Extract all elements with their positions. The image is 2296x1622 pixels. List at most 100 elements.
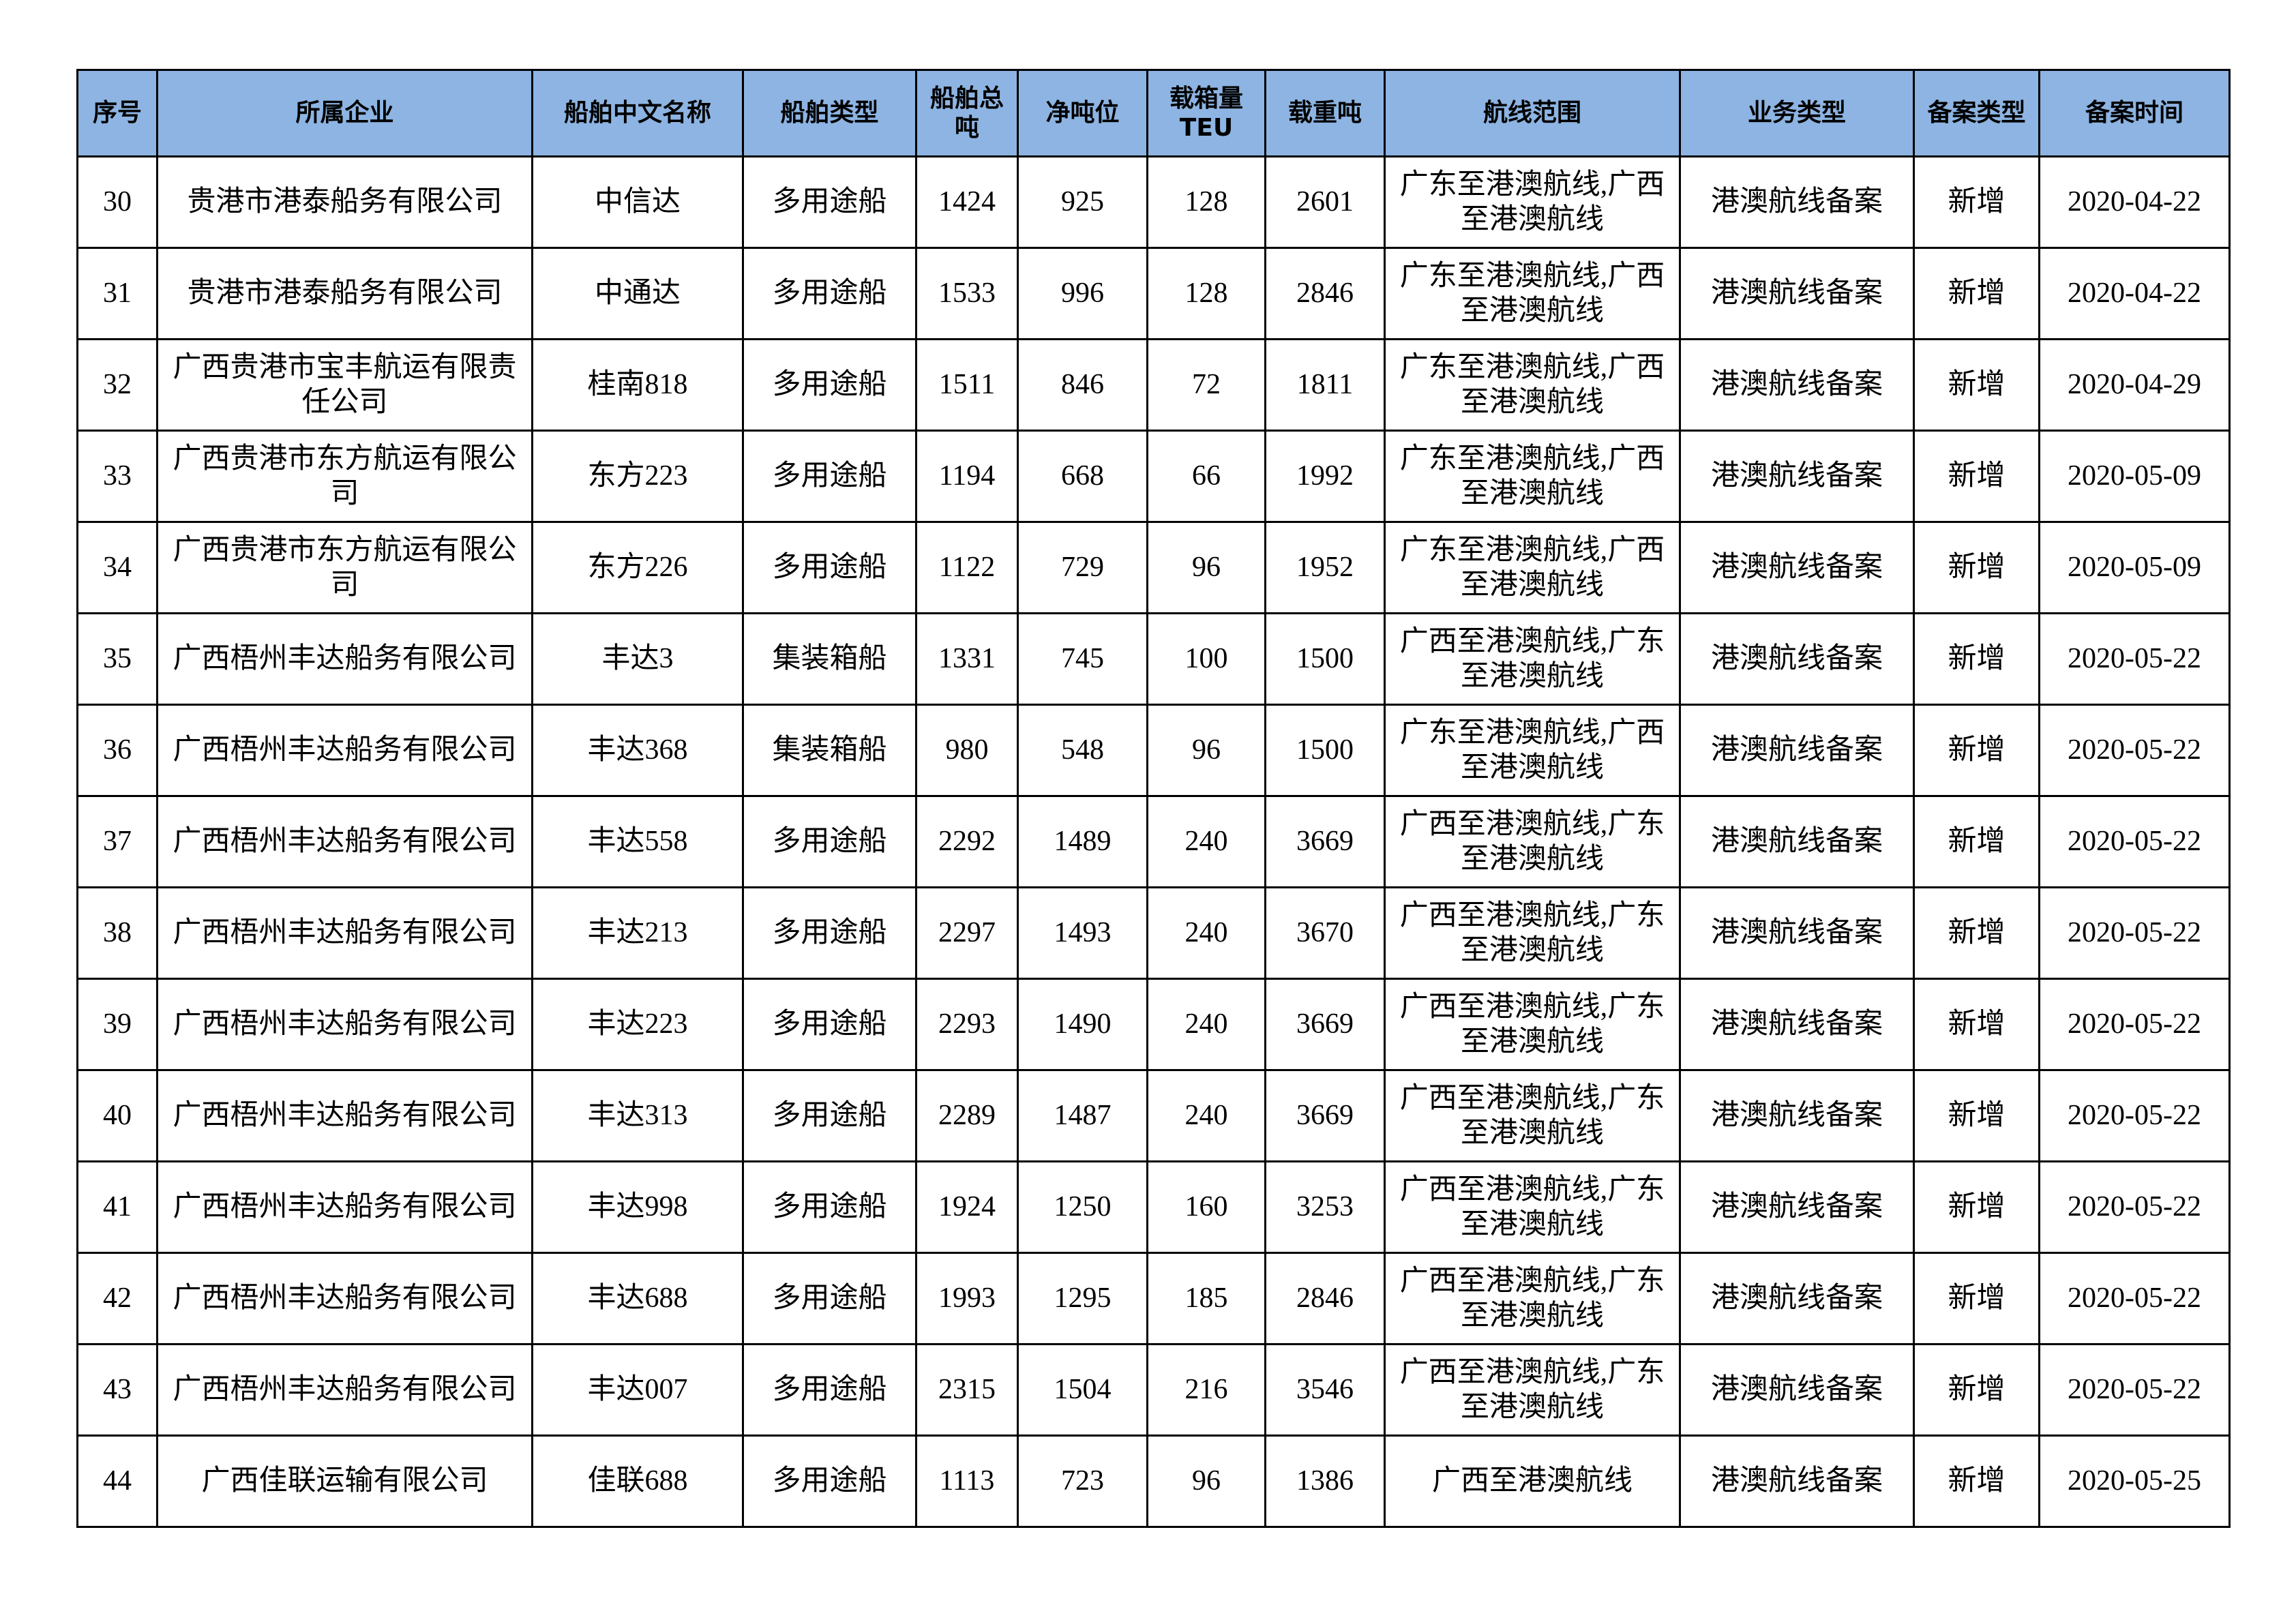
table-row: 30 贵港市港泰船务有限公司 中信达 多用途船 1424 925 128 2601 广东至港澳航… xyxy=(76,155,2231,249)
table-cell: 广西至港澳航线,广东至港澳航线 xyxy=(1384,978,1681,1071)
table-row: 43 广西梧州丰达船务有限公司 丰达007 多用途船 2315 1504 216 3546 广西… xyxy=(76,1343,2231,1437)
table-cell: 丰达3 xyxy=(531,612,744,706)
header-cell: 船舶总吨 xyxy=(915,69,1019,157)
table-cell: 广西梧州丰达船务有限公司 xyxy=(156,1343,533,1437)
table-cell: 港澳航线备案 xyxy=(1679,1435,1915,1528)
table-cell: 港澳航线备案 xyxy=(1679,1069,1915,1162)
table-cell: 1500 xyxy=(1264,704,1386,797)
table-cell: 港澳航线备案 xyxy=(1679,521,1915,614)
table-row: 34 广西贵港市东方航运有限公司 东方226 多用途船 1122 729 96 1952 广东至… xyxy=(76,521,2231,614)
table-cell: 广西至港澳航线,广东至港澳航线 xyxy=(1384,886,1681,980)
table-cell: 多用途船 xyxy=(742,1069,917,1162)
table-cell: 广西梧州丰达船务有限公司 xyxy=(156,1160,533,1254)
table-cell: 44 xyxy=(76,1435,158,1528)
table-row: 32 广西贵港市宝丰航运有限责任公司 桂南818 多用途船 1511 846 72 1811 广… xyxy=(76,338,2231,432)
table-cell: 丰达688 xyxy=(531,1252,744,1345)
table-row: 44 广西佳联运输有限公司 佳联688 多用途船 1113 723 96 1386 广西至港澳航… xyxy=(76,1435,2231,1528)
header-cell: 船舶类型 xyxy=(742,69,917,157)
header-cell: 备案时间 xyxy=(2038,69,2231,157)
table-cell: 1992 xyxy=(1264,430,1386,523)
table-cell: 广西梧州丰达船务有限公司 xyxy=(156,1069,533,1162)
table-cell: 2020-05-25 xyxy=(2038,1435,2231,1528)
table-cell: 1811 xyxy=(1264,338,1386,432)
table-cell: 港澳航线备案 xyxy=(1679,1160,1915,1254)
table-cell: 新增 xyxy=(1913,1343,2040,1437)
table-cell: 丰达223 xyxy=(531,978,744,1071)
table-cell: 2293 xyxy=(915,978,1019,1071)
table-cell: 846 xyxy=(1017,338,1148,432)
table-cell: 丰达213 xyxy=(531,886,744,980)
table-cell: 丰达998 xyxy=(531,1160,744,1254)
table-cell: 1993 xyxy=(915,1252,1019,1345)
table-cell: 240 xyxy=(1146,886,1266,980)
table-cell: 港澳航线备案 xyxy=(1679,338,1915,432)
table-cell: 丰达558 xyxy=(531,795,744,888)
table-cell: 新增 xyxy=(1913,978,2040,1071)
table-cell: 新增 xyxy=(1913,521,2040,614)
table-cell: 港澳航线备案 xyxy=(1679,1343,1915,1437)
table-cell: 216 xyxy=(1146,1343,1266,1437)
table-cell: 贵港市港泰船务有限公司 xyxy=(156,247,533,340)
table-cell: 多用途船 xyxy=(742,1435,917,1528)
table-cell: 1504 xyxy=(1017,1343,1148,1437)
table-cell: 多用途船 xyxy=(742,155,917,249)
record-table: 序号 所属企业 船舶中文名称 船舶类型 船舶总吨 净吨位 载箱量 TEU 载重吨 航线范围 业务类… xyxy=(76,69,2231,1528)
table-cell: 745 xyxy=(1017,612,1148,706)
table-cell: 43 xyxy=(76,1343,158,1437)
table-cell: 1122 xyxy=(915,521,1019,614)
table-cell: 新增 xyxy=(1913,1069,2040,1162)
header-cell: 净吨位 xyxy=(1017,69,1148,157)
table-cell: 31 xyxy=(76,247,158,340)
table-cell: 240 xyxy=(1146,978,1266,1071)
table-cell: 2020-05-22 xyxy=(2038,978,2231,1071)
table-cell: 40 xyxy=(76,1069,158,1162)
table-cell: 贵港市港泰船务有限公司 xyxy=(156,155,533,249)
table-cell: 100 xyxy=(1146,612,1266,706)
table-cell: 广西至港澳航线,广东至港澳航线 xyxy=(1384,1252,1681,1345)
table-cell: 2020-04-29 xyxy=(2038,338,2231,432)
table-cell: 广西至港澳航线,广东至港澳航线 xyxy=(1384,1160,1681,1254)
table-cell: 新增 xyxy=(1913,1160,2040,1254)
table-cell: 新增 xyxy=(1913,1435,2040,1528)
table-cell: 2846 xyxy=(1264,1252,1386,1345)
table-cell: 丰达007 xyxy=(531,1343,744,1437)
table-cell: 港澳航线备案 xyxy=(1679,155,1915,249)
table-cell: 39 xyxy=(76,978,158,1071)
table-cell: 66 xyxy=(1146,430,1266,523)
table-cell: 2020-05-09 xyxy=(2038,521,2231,614)
table-cell: 2020-05-22 xyxy=(2038,795,2231,888)
table-cell: 多用途船 xyxy=(742,1160,917,1254)
header-cell: 航线范围 xyxy=(1384,69,1681,157)
table-cell: 广西佳联运输有限公司 xyxy=(156,1435,533,1528)
table-cell: 3669 xyxy=(1264,795,1386,888)
header-cell: 所属企业 xyxy=(156,69,533,157)
table-row: 37 广西梧州丰达船务有限公司 丰达558 多用途船 2292 1489 240 3669 广西… xyxy=(76,795,2231,888)
table-cell: 2020-05-22 xyxy=(2038,1160,2231,1254)
table-cell: 港澳航线备案 xyxy=(1679,795,1915,888)
table-cell: 2020-05-22 xyxy=(2038,1069,2231,1162)
table-cell: 72 xyxy=(1146,338,1266,432)
table-cell: 160 xyxy=(1146,1160,1266,1254)
table-cell: 广东至港澳航线,广西至港澳航线 xyxy=(1384,521,1681,614)
table-cell: 42 xyxy=(76,1252,158,1345)
table-cell: 多用途船 xyxy=(742,521,917,614)
table-cell: 1194 xyxy=(915,430,1019,523)
table-cell: 240 xyxy=(1146,795,1266,888)
table-cell: 1295 xyxy=(1017,1252,1148,1345)
table-cell: 2020-05-09 xyxy=(2038,430,2231,523)
table-row: 36 广西梧州丰达船务有限公司 丰达368 集装箱船 980 548 96 1500 广东至港澳… xyxy=(76,704,2231,797)
table-cell: 广西梧州丰达船务有限公司 xyxy=(156,704,533,797)
table-cell: 2292 xyxy=(915,795,1019,888)
table-cell: 1424 xyxy=(915,155,1019,249)
table-cell: 佳联688 xyxy=(531,1435,744,1528)
table-cell: 723 xyxy=(1017,1435,1148,1528)
table-cell: 广东至港澳航线,广西至港澳航线 xyxy=(1384,430,1681,523)
table-cell: 新增 xyxy=(1913,612,2040,706)
table-cell: 多用途船 xyxy=(742,247,917,340)
header-cell: 序号 xyxy=(76,69,158,157)
table-cell: 东方223 xyxy=(531,430,744,523)
table-cell: 新增 xyxy=(1913,704,2040,797)
table-cell: 1511 xyxy=(915,338,1019,432)
table-cell: 新增 xyxy=(1913,247,2040,340)
